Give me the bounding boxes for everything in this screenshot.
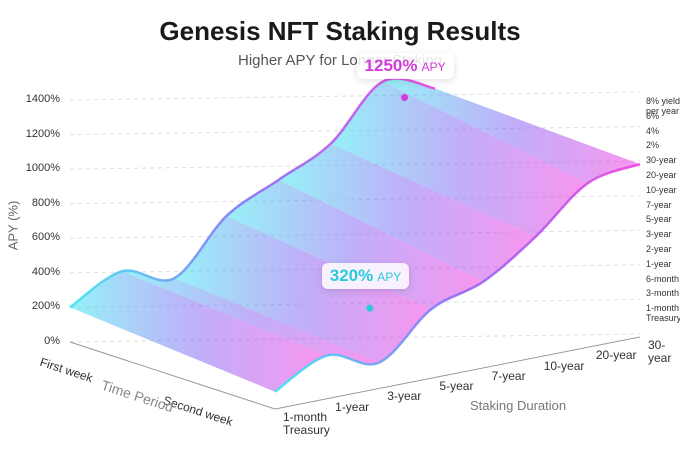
surface-patch — [226, 179, 484, 309]
grid-line — [69, 333, 641, 343]
right-label: 2% — [646, 140, 660, 151]
annotation: 320% APY — [321, 263, 410, 290]
depth-tick-label: 5-year — [439, 379, 474, 394]
grid-line — [69, 126, 641, 136]
chart-title: Genesis NFT Staking Results — [159, 16, 521, 46]
depth-tick-label: 1-year — [335, 399, 370, 414]
x-axis — [69, 341, 276, 410]
surface-patch — [70, 271, 328, 392]
right-label: 10-year — [646, 184, 677, 195]
annotation-dot — [366, 304, 374, 312]
surface-ridge — [274, 162, 641, 393]
y-tick-label: 1200% — [25, 127, 60, 140]
y-tick-label: 1400% — [25, 93, 60, 105]
y-tick-label: 0% — [44, 335, 60, 347]
annotation-unit: APY — [377, 270, 402, 285]
y-tick-label: 800% — [31, 196, 60, 209]
depth-tick-label: 30-year — [648, 338, 672, 365]
depth-tick-label: 1-month Treasury — [283, 410, 330, 437]
right-label: 20-year — [646, 170, 677, 180]
depth-axis — [274, 336, 641, 410]
annotation-unit: APY — [421, 59, 446, 74]
y-tick-label: 400% — [31, 265, 60, 278]
surface-patch — [278, 143, 536, 282]
grid-line — [69, 229, 641, 239]
grid-line — [69, 264, 641, 274]
right-label: 8% yield per year — [646, 96, 680, 116]
surface-patch — [122, 270, 380, 365]
right-label: 3-year — [646, 229, 672, 240]
right-label: 6-month — [646, 273, 680, 284]
right-label: 6% — [646, 110, 660, 121]
depth-tick-label: 10-year — [543, 358, 585, 373]
y-tick-label: 200% — [31, 300, 60, 313]
right-label: 1-year — [646, 258, 672, 269]
annotation: 1250% APY — [356, 52, 454, 79]
depth-axis-title: Staking Duration — [470, 398, 567, 413]
y-tick-label: 1000% — [25, 162, 60, 175]
depth-tick-label: 7-year — [491, 368, 526, 383]
right-label: 3-month — [646, 288, 680, 299]
y-axis-title: APY (%) — [5, 200, 21, 251]
right-label: 4% — [646, 125, 660, 136]
surface-ridge — [69, 77, 436, 309]
right-label: 5-year — [646, 214, 672, 225]
annotation-value: 1250% — [364, 55, 418, 75]
grid-line — [69, 298, 641, 308]
chart-subtitle: Higher APY for Longer Staking — [237, 52, 443, 69]
right-label: 7-year — [646, 199, 672, 210]
surface-patch — [330, 81, 588, 237]
surface-patch — [174, 216, 432, 363]
y-tick-label: 600% — [31, 231, 60, 244]
surface-patch — [382, 78, 640, 184]
depth-tick-label: 3-year — [387, 389, 422, 404]
grid-line — [69, 91, 641, 101]
right-label: 1-month Treasury — [646, 303, 680, 324]
depth-tick-label: 20-year — [595, 348, 637, 363]
annotation-dot — [401, 94, 409, 102]
right-label: 2-year — [646, 244, 672, 254]
annotation-value: 320% — [329, 266, 374, 286]
right-label: 30-year — [646, 155, 677, 166]
